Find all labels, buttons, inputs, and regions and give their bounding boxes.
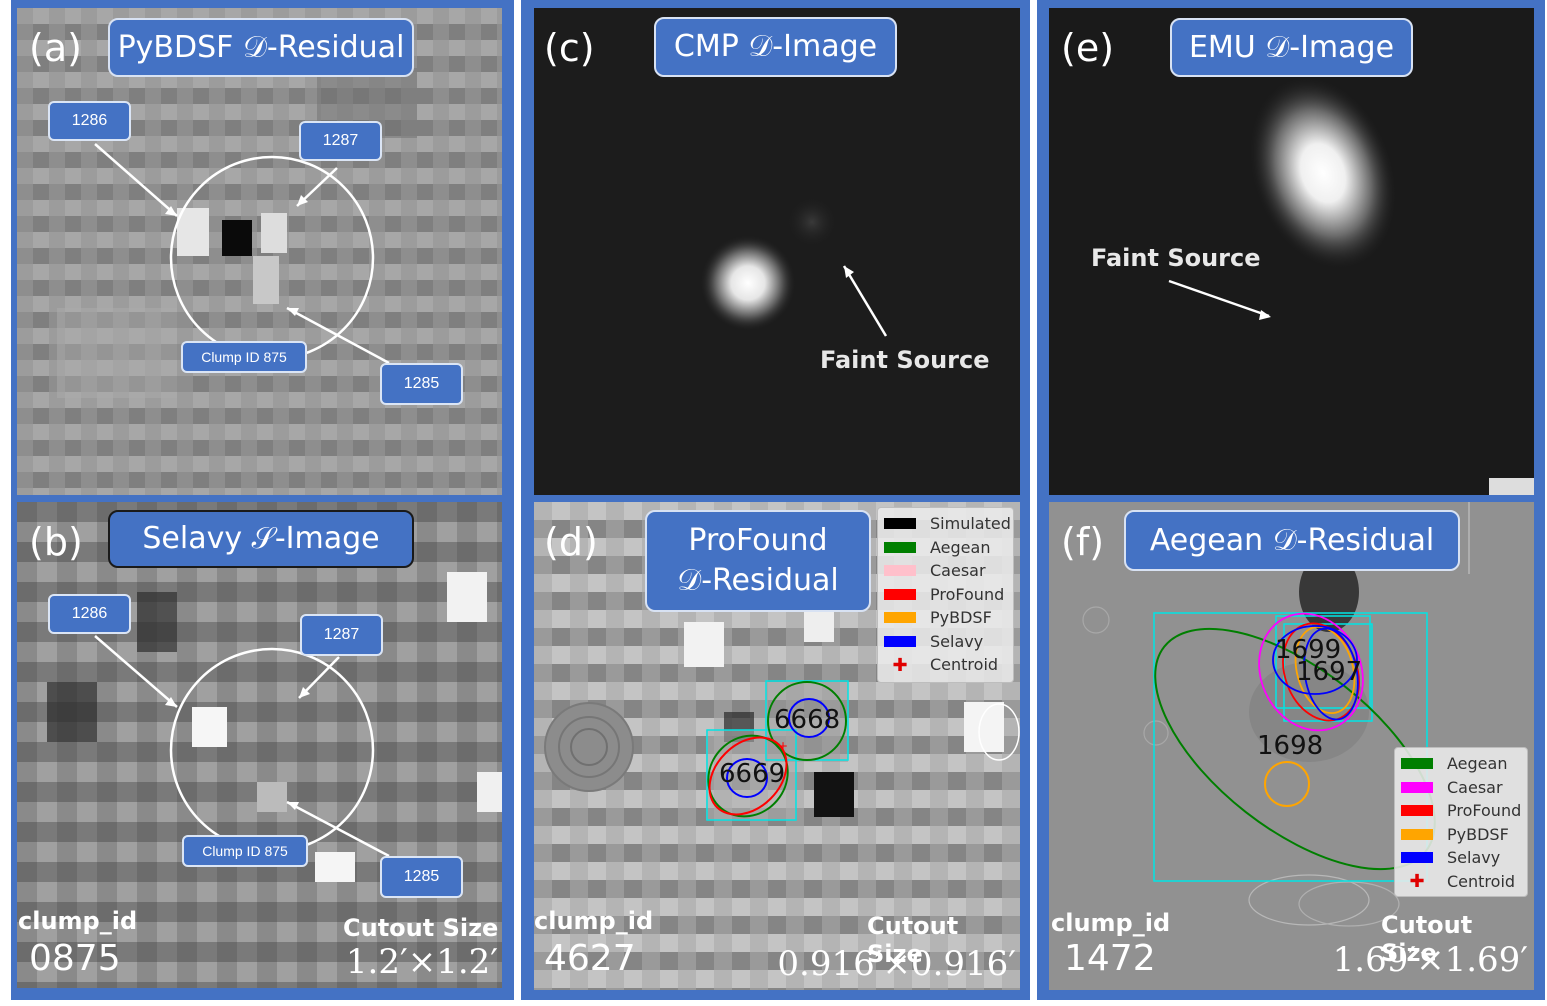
faint-source-label: Faint Source (820, 346, 990, 374)
tag-1286: 1286 (48, 594, 131, 634)
legend-swatch (1401, 781, 1433, 793)
cutout-size-label: Cutout Size (867, 912, 959, 968)
panel-e-emu-image[interactable]: (e) EMU 𝒟-Image Faint Source (1049, 8, 1534, 495)
legend-label: Centroid (930, 655, 999, 675)
legend-swatch (1401, 852, 1433, 864)
legend-swatch (884, 635, 916, 647)
panel-letter-b: (b) (29, 520, 83, 564)
cutout-size-value: 0.916′×0.916′ (777, 944, 1016, 984)
legend-item-pybdsf: PyBDSF (884, 606, 1007, 630)
legend-item-selavy: Selavy (884, 630, 1007, 654)
legend-item-profound: ProFound (1401, 799, 1521, 823)
legend-label: Aegean (1447, 754, 1508, 774)
legend-item-pybdsf: PyBDSF (1401, 823, 1521, 847)
tag-1287: 1287 (300, 614, 383, 656)
svg-text:+: + (778, 739, 788, 753)
source-label-6668: 6668 (774, 705, 840, 735)
panel-c-cmp-image[interactable]: (c) CMP 𝒟-Image Faint Source (534, 8, 1020, 495)
clump-id-value: 4627 (544, 938, 636, 979)
faint-source-arrow (1168, 279, 1270, 318)
panel-a-title: PyBDSF 𝒟-Residual (108, 18, 414, 77)
legend-item-profound: ProFound (884, 583, 1007, 607)
panel-letter-d: (d) (544, 520, 598, 564)
cutout-size-value: 1.2′×1.2′ (345, 942, 498, 982)
panel-b-title: Selavy 𝒮-Image (108, 510, 414, 568)
cutout-size-value: 1.69′×1.69′ (1332, 940, 1528, 980)
panel-b-selavy-image[interactable]: (b) Selavy 𝒮-Image 1286 1287 Clump ID 87… (17, 502, 502, 988)
panel-d-title: ProFound 𝒟-Residual (645, 510, 871, 612)
legend-label: ProFound (930, 584, 1005, 604)
panel-f-title: Aegean 𝒟-Residual (1124, 510, 1460, 571)
arrow-1285 (286, 306, 390, 365)
legend-swatch (1401, 758, 1433, 770)
legend-item-centroid: ✚ Centroid (1401, 870, 1521, 894)
clump-id-label: clump_id (534, 907, 654, 935)
cutout-size-label: Cutout Size (343, 914, 499, 942)
clump-id-value: 0875 (29, 938, 121, 979)
clump-id-label: clump_id (18, 907, 138, 935)
legend-label: Caesar (1447, 777, 1503, 797)
source-label-1698: 1698 (1257, 731, 1323, 761)
panel-letter-e: (e) (1061, 26, 1115, 70)
tag-1286: 1286 (48, 101, 131, 141)
legend-swatch (884, 541, 916, 553)
centroid-cross-icon: ✚ (1409, 871, 1425, 892)
panel-e-title: EMU 𝒟-Image (1170, 18, 1413, 77)
panel-letter-a: (a) (29, 26, 82, 70)
legend-swatch (884, 588, 916, 600)
tag-1285: 1285 (380, 363, 463, 405)
tag-clump-id: Clump ID 875 (182, 835, 308, 867)
arrow-1286 (94, 635, 178, 708)
legend-f: Aegean Caesar ProFound PyBDSF Selavy ✚ Centroi… (1394, 747, 1528, 897)
tag-clump-id: Clump ID 875 (181, 341, 307, 373)
panel-c-title: CMP 𝒟-Image (654, 17, 897, 77)
legend-swatch (884, 518, 916, 530)
clump-id-value: 1472 (1064, 938, 1156, 979)
legend-item-selavy: Selavy (1401, 846, 1521, 870)
legend-label: Simulated (930, 514, 1011, 534)
centroid-cross-icon: ✚ (892, 654, 908, 675)
legend-label: Selavy (1447, 848, 1501, 868)
legend-label: Aegean (930, 537, 991, 557)
legend-item-caesar: Caesar (1401, 776, 1521, 800)
legend-swatch (884, 612, 916, 624)
legend-item-caesar: Caesar (884, 559, 1007, 583)
clump-id-label: clump_id (1051, 909, 1171, 937)
panel-d-title-line1: ProFound (688, 523, 828, 558)
panel-d-title-line2: 𝒟-Residual (677, 563, 839, 598)
faint-source-arrow (842, 265, 888, 337)
tag-1285: 1285 (380, 856, 463, 898)
source-label-1697: 1697 (1296, 657, 1362, 687)
legend-item-aegean: Aegean (1401, 752, 1521, 776)
panel-a-pybdsf-residual[interactable]: (a) PyBDSF 𝒟-Residual 1286 1287 Clump ID… (17, 8, 502, 495)
arrow-1285 (286, 800, 390, 858)
legend-item-simulated: Simulated (884, 512, 1011, 536)
panel-f-aegean-residual[interactable]: 1699 1697 1698 (f) Aegean 𝒟-Residual Aeg… (1049, 502, 1534, 990)
legend-d: Simulated Aegean Caesar ProFound PyBDSF Selav… (877, 507, 1014, 683)
legend-label: Selavy (930, 631, 984, 651)
legend-label: PyBDSF (1447, 824, 1509, 844)
cutout-size-label: Cutout Size (1381, 911, 1473, 967)
legend-swatch (1401, 828, 1433, 840)
tag-1287: 1287 (299, 121, 382, 161)
arrow-1286 (94, 143, 178, 217)
legend-swatch (1401, 805, 1433, 817)
faint-source-label: Faint Source (1091, 244, 1261, 272)
legend-item-aegean: Aegean (884, 536, 1007, 560)
panel-letter-c: (c) (544, 26, 595, 70)
source-label-6669: 6669 (719, 759, 785, 789)
legend-swatch (884, 565, 916, 577)
legend-item-centroid: ✚ Centroid (884, 653, 1007, 677)
legend-label: ProFound (1447, 801, 1522, 821)
panel-letter-f: (f) (1061, 520, 1105, 564)
panel-d-profound-residual[interactable]: + 6668 6669 (d) ProFound 𝒟-Residual Simu… (534, 502, 1020, 990)
legend-label: PyBDSF (930, 608, 992, 628)
legend-label: Centroid (1447, 871, 1516, 891)
source-label-1699: 1699 (1275, 635, 1341, 665)
legend-label: Caesar (930, 561, 986, 581)
